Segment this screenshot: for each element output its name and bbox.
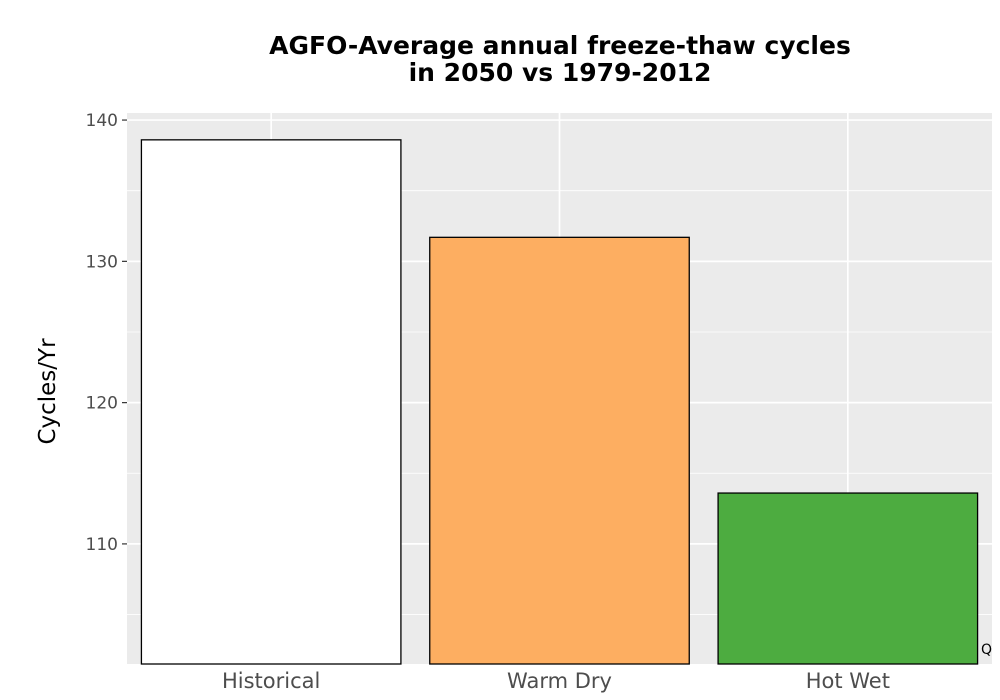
y-tick-label: 130: [86, 252, 118, 272]
chart-title-line: in 2050 vs 1979-2012: [409, 58, 712, 87]
x-tick-label: Historical: [222, 669, 320, 693]
x-tick-label: Warm Dry: [507, 669, 612, 693]
bar-warm-dry: [429, 236, 690, 665]
chart-title: AGFO-Average annual freeze-thaw cycles in…: [269, 31, 851, 87]
y-tick-label: 140: [86, 111, 118, 131]
bar-historical: [140, 139, 402, 665]
x-tick-label: Hot Wet: [806, 669, 890, 693]
y-tick-label: 120: [86, 394, 118, 414]
y-axis-title: Cycles/Yr: [35, 338, 61, 445]
bars: [140, 139, 979, 665]
y-tick-label: 110: [86, 535, 118, 555]
chart-title-line: AGFO-Average annual freeze-thaw cycles: [269, 31, 851, 60]
x-axis: Historical Warm Dry Hot Wet: [222, 669, 890, 693]
bar-hot-wet: [717, 492, 979, 665]
corner-mark: Q: [981, 642, 992, 658]
y-axis: 110 120 130 140: [86, 111, 127, 555]
